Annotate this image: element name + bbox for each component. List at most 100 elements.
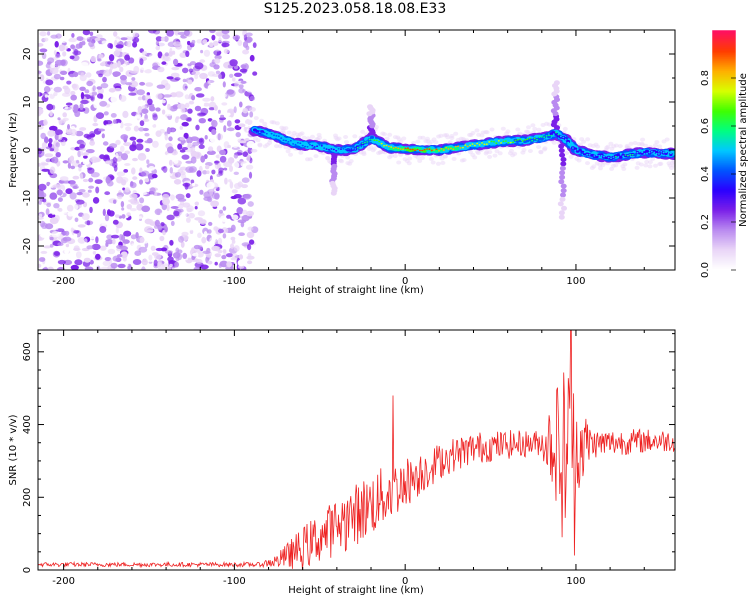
noise-blob — [108, 54, 115, 62]
noise-blob — [226, 261, 233, 268]
ridge-cell — [426, 148, 428, 150]
noise-blob — [188, 100, 195, 105]
noise-blob — [144, 229, 154, 233]
noise-blob — [49, 148, 55, 152]
colorbar-strip — [712, 248, 736, 251]
noise-blob — [199, 264, 209, 270]
noise-blob — [65, 188, 73, 195]
ridge-cell — [311, 144, 314, 147]
colorbar-strip — [712, 112, 736, 115]
ridge-cell — [665, 151, 668, 154]
colorbar-label: Normalized spectral amplitude — [738, 73, 749, 227]
ridge-haze — [598, 166, 603, 171]
ridge-cell — [655, 152, 658, 155]
noise-blob — [41, 162, 49, 166]
noise-blob — [158, 40, 166, 48]
noise-blob — [64, 248, 69, 255]
noise-blob — [117, 60, 121, 68]
colorbar-strip — [712, 34, 736, 37]
noise-blob — [102, 141, 109, 146]
ridge-haze — [542, 146, 548, 151]
noise-blob — [246, 231, 255, 239]
ridge-cell — [342, 148, 345, 150]
noise-blob — [92, 197, 100, 204]
ridge-haze — [536, 127, 542, 132]
noise-blob — [245, 32, 253, 37]
noise-blob — [132, 176, 138, 180]
noise-blob — [144, 178, 150, 183]
noise-blob — [112, 119, 117, 124]
noise-blob — [186, 217, 191, 223]
noise-blob — [219, 260, 229, 268]
ridge-cell — [586, 153, 589, 156]
noise-blob — [94, 37, 101, 42]
ridge-cell — [519, 138, 522, 141]
ridge-cell — [371, 138, 373, 141]
ridge-cell — [504, 140, 507, 142]
noise-blob — [79, 173, 84, 180]
noise-blob — [119, 95, 127, 102]
noise-blob — [54, 133, 59, 141]
noise-blob — [197, 210, 206, 217]
noise-blob — [157, 148, 162, 157]
noise-blob — [185, 166, 194, 174]
noise-blob — [159, 235, 165, 242]
ridge-cell — [538, 136, 541, 138]
ridge-cell — [576, 148, 579, 151]
noise-blob — [239, 101, 243, 108]
noise-blob — [101, 40, 108, 45]
noise-blob — [95, 66, 102, 71]
noise-blob — [81, 213, 90, 221]
ridge-cell — [607, 156, 610, 159]
y-tick-label: 0 — [22, 567, 33, 573]
noise-blob — [246, 140, 255, 149]
ridge-cell — [423, 148, 426, 151]
ridge-haze — [512, 151, 518, 156]
noise-blob — [249, 96, 256, 101]
noise-blob — [173, 158, 179, 164]
colorbar-strip — [712, 216, 736, 219]
noise-blob — [196, 39, 203, 44]
noise-blob — [120, 74, 127, 81]
noise-blob — [101, 221, 108, 226]
noise-blob — [85, 72, 92, 78]
noise-blob — [238, 254, 244, 260]
noise-blob — [105, 242, 109, 247]
noise-blob — [72, 50, 82, 56]
noise-blob — [62, 51, 67, 57]
ridge-cell — [378, 140, 381, 143]
colorbar-strip — [712, 66, 736, 69]
noise-blob — [162, 94, 172, 98]
colorbar-strip — [712, 98, 736, 101]
ridge-cell — [521, 140, 524, 142]
ridge-cell — [406, 147, 409, 149]
ridge-haze — [451, 156, 457, 161]
colorbar-strip — [712, 184, 736, 187]
ridge-haze — [526, 125, 531, 130]
ridge-haze — [654, 140, 660, 145]
colorbar-strip — [712, 118, 736, 121]
noise-blob — [141, 205, 151, 213]
y-tick-label: -10 — [22, 190, 33, 206]
ridge-cell — [672, 154, 675, 156]
ridge-cell — [488, 141, 491, 143]
noise-blob — [113, 199, 117, 204]
colorbar-strip — [712, 144, 736, 147]
noise-blob — [136, 216, 143, 220]
noise-blob — [199, 189, 204, 195]
ridge-haze — [487, 154, 493, 159]
ridge-haze — [568, 154, 574, 159]
ridge-cell — [397, 147, 400, 150]
noise-blob — [110, 113, 117, 118]
ridge-haze — [348, 159, 354, 164]
ridge-cell — [579, 150, 581, 153]
colorbar-strip — [712, 44, 736, 47]
noise-blob — [215, 70, 221, 75]
noise-blob — [209, 137, 216, 143]
noise-blob — [76, 192, 83, 196]
ridge-haze — [384, 136, 390, 141]
noise-blob — [142, 118, 150, 123]
ridge-haze — [352, 134, 358, 139]
noise-blob — [67, 221, 75, 225]
ridge-cell — [289, 139, 292, 142]
